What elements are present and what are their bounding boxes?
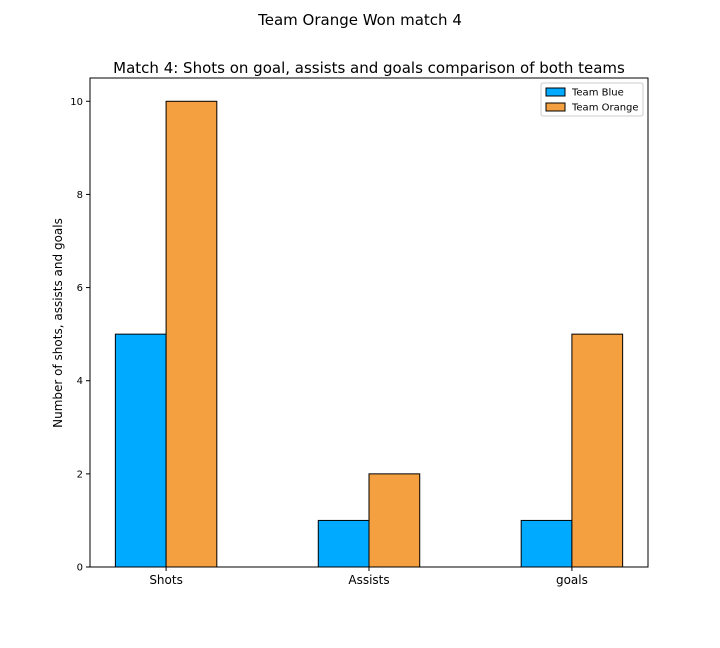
chart-title: Match 4: Shots on goal, assists and goal… (113, 59, 625, 77)
bar-team-blue-assists (317, 519, 370, 568)
y-tick-label: 0 (77, 563, 83, 574)
legend-label-team-orange: Team Orange (571, 103, 639, 114)
x-tick-label-goals: goals (556, 573, 588, 587)
x-ticks-group: Shots Assists goals (149, 567, 588, 587)
legend-label-team-blue: Team Blue (571, 88, 624, 99)
y-tick-label: 4 (77, 376, 83, 387)
bars-group (114, 100, 624, 568)
chart-suptitle: Team Orange Won match 4 (257, 11, 462, 29)
bar-team-orange-goals (571, 333, 624, 568)
bar-team-orange-assists (368, 473, 421, 568)
y-tick-label: 10 (70, 97, 83, 108)
bar-team-blue-shots (114, 333, 167, 568)
legend-swatch-team-orange (545, 102, 566, 112)
bar-team-blue-goals (520, 519, 573, 568)
bar-team-orange-shots (165, 100, 218, 568)
y-tick-label: 6 (77, 283, 83, 294)
y-tick-label: 2 (77, 469, 83, 480)
legend: Team Blue Team Orange (540, 82, 644, 117)
y-tick-label: 8 (77, 190, 83, 201)
x-tick-label-shots: Shots (149, 573, 183, 587)
x-tick-label-assists: Assists (348, 573, 389, 587)
plot-frame (89, 77, 649, 568)
legend-swatch-team-blue (545, 87, 566, 97)
legend-box (540, 82, 644, 117)
y-axis-label: Number of shots, assists and goals (51, 218, 65, 428)
y-ticks-group: 0 2 4 6 8 10 (70, 97, 90, 574)
